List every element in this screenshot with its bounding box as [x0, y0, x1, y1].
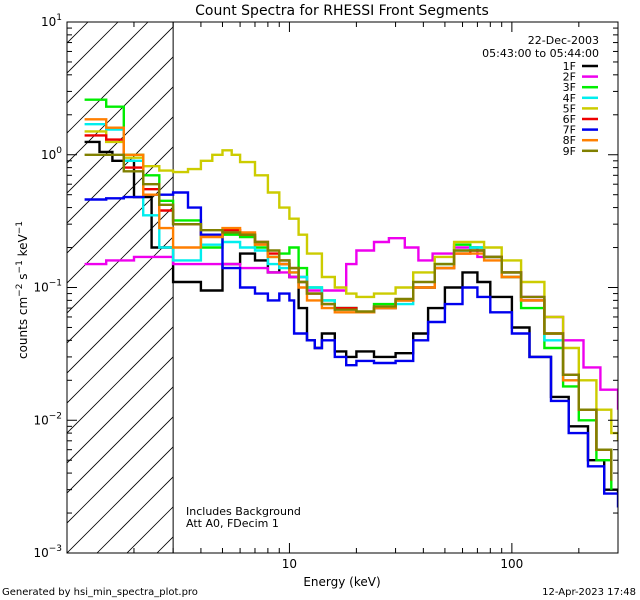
footer-timestamp: 12-Apr-2023 17:48 [542, 587, 636, 598]
annotation-background: Includes Background [186, 505, 301, 518]
hatch-line [67, 236, 174, 344]
series-line-4F [84, 123, 613, 474]
x-axis-label: Energy (keV) [303, 575, 380, 589]
series-line-7F [84, 191, 618, 508]
legend-label-9F: 9F [563, 145, 576, 158]
legend-label-2F: 2F [563, 71, 576, 84]
y-tick-label: 10−3 [33, 544, 62, 560]
x-tick-label: 100 [500, 557, 523, 571]
date-label: 22-Dec-2003 [528, 34, 599, 47]
legend-label-7F: 7F [563, 124, 576, 137]
series-line-5F [84, 130, 618, 441]
axis-ticks [66, 22, 619, 554]
legend-label-4F: 4F [563, 92, 576, 105]
axis-tick-labels: 10 100 10−3 10−2 10−1 100 101 [33, 13, 523, 571]
time-range-label: 05:43:00 to 05:44:00 [482, 47, 599, 60]
legend-label-1F: 1F [563, 60, 576, 73]
y-tick-label: 100 [41, 146, 62, 162]
x-tick-label: 10 [282, 557, 297, 571]
hatch-line [96, 476, 174, 553]
y-tick-label: 10−2 [33, 411, 62, 427]
hatch-line [67, 416, 174, 524]
hatch-line [67, 446, 174, 553]
legend-label-8F: 8F [563, 134, 576, 147]
y-tick-label: 10−1 [33, 279, 62, 295]
attenuator-hatch-region [67, 22, 640, 553]
series-line-8F [84, 118, 613, 476]
hatch-line [67, 386, 174, 494]
series-layer [84, 98, 618, 508]
hatch-line [67, 56, 174, 164]
series-line-9F [84, 153, 613, 481]
hatch-line [67, 266, 174, 374]
chart-title: Count Spectra for RHESSI Front Segments [195, 3, 489, 19]
hatch-line [67, 206, 174, 314]
legend-label-3F: 3F [563, 81, 576, 94]
legend-label-5F: 5F [563, 102, 576, 115]
hatch-line [547, 22, 640, 553]
y-tick-label: 101 [41, 13, 62, 29]
legend-label-6F: 6F [563, 113, 576, 126]
series-line-2F [84, 237, 618, 410]
hatch-line [337, 22, 640, 553]
hatch-line [517, 22, 640, 553]
y-axis-label: counts cm−2 s−1 keV−1 [15, 221, 30, 359]
hatch-line [67, 26, 174, 134]
annotation-attenuator: Att A0, FDecim 1 [186, 517, 279, 530]
hatch-line [67, 86, 174, 194]
footer-generator: Generated by hsi_min_spectra_plot.pro [2, 587, 198, 598]
